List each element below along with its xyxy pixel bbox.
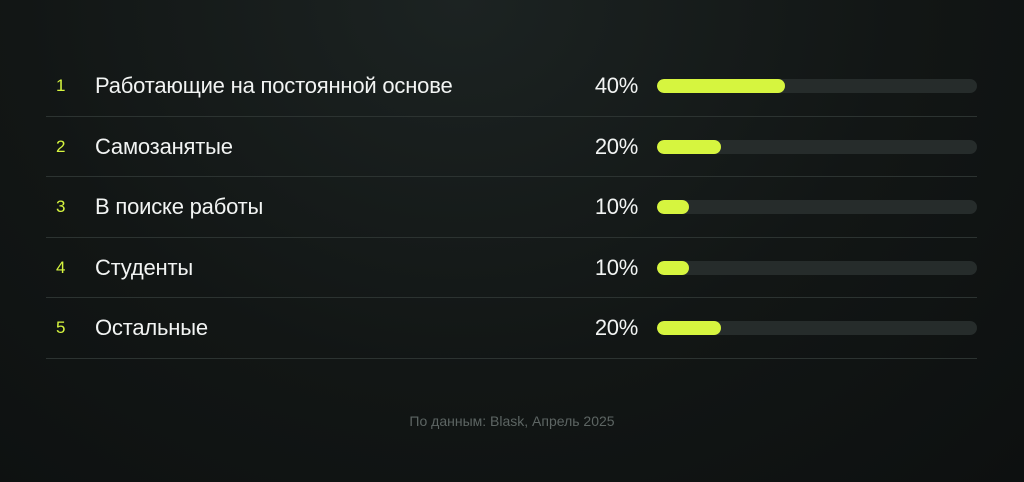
bar-track bbox=[657, 260, 977, 275]
value-label: 10% bbox=[594, 254, 638, 280]
bar-chart: 1 Работающие на постоянной основе 40% 2 Само… bbox=[46, 56, 977, 359]
bar-track bbox=[657, 200, 977, 214]
rank-number: 4 bbox=[56, 257, 66, 277]
chart-row: 1 Работающие на постоянной основе 40% bbox=[46, 56, 977, 117]
value-label: 20% bbox=[594, 315, 638, 340]
rank-number: 1 bbox=[56, 76, 66, 95]
category-label: Остальные bbox=[95, 315, 208, 340]
bar-fill bbox=[657, 321, 721, 335]
bar-fill bbox=[657, 260, 689, 275]
rank-number: 3 bbox=[56, 197, 66, 216]
category-label: Работающие на постоянной основе bbox=[95, 73, 453, 98]
category-label: В поиске работы bbox=[95, 194, 264, 219]
source-note: По данным: Blask, Апрель 2025 bbox=[409, 413, 615, 429]
category-label: Студенты bbox=[95, 254, 193, 280]
bar-fill bbox=[657, 200, 689, 214]
bar-track bbox=[657, 79, 977, 93]
chart-row: 3 В поиске работы 10% bbox=[46, 177, 977, 238]
chart-row: 5 Остальные 20% bbox=[46, 298, 977, 359]
category-label: Самозанятые bbox=[95, 133, 233, 159]
value-label: 20% bbox=[594, 133, 638, 159]
bar-fill bbox=[657, 139, 721, 154]
bar-track bbox=[657, 139, 977, 154]
rank-number: 2 bbox=[56, 136, 66, 156]
rank-number: 5 bbox=[56, 318, 66, 337]
value-label: 40% bbox=[594, 73, 638, 98]
bar-fill bbox=[657, 79, 785, 93]
value-label: 10% bbox=[594, 194, 638, 219]
chart-row: 4 Студенты 10% bbox=[46, 238, 977, 298]
bar-track bbox=[657, 321, 977, 335]
chart-row: 2 Самозанятые 20% bbox=[46, 117, 977, 177]
